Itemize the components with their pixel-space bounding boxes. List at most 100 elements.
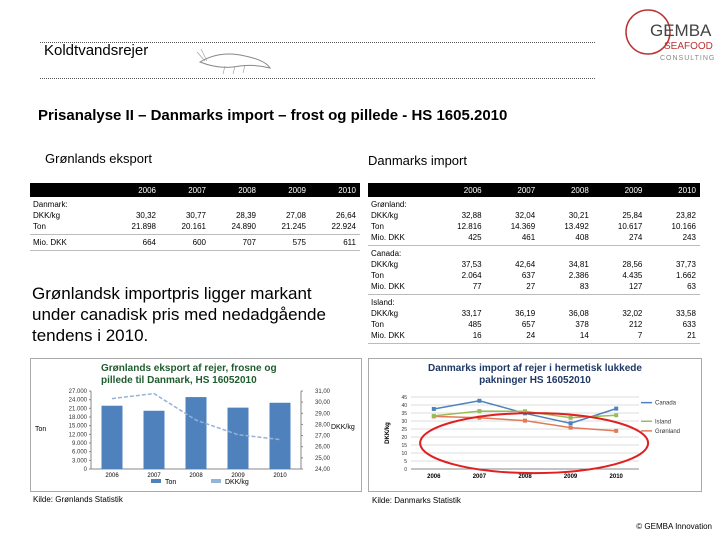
- cell-line: 36,08: [568, 309, 589, 318]
- table-row: Danmark: DKK/kg Ton 30,32 21.898 30,77 20.161 2…: [30, 197, 360, 235]
- column-header: 2010: [678, 185, 696, 195]
- cell-line: 25,84: [622, 211, 643, 220]
- table-cell: 34,81 2.386 83: [539, 248, 593, 292]
- cell-line: 10.617: [617, 222, 643, 231]
- cell-line: 27: [526, 282, 536, 291]
- y-tick-label: 40: [401, 403, 407, 409]
- column-header: 2009: [288, 185, 306, 195]
- chart-title: Danmarks import af rejer i hermetisk luk…: [428, 363, 642, 374]
- table-header: 2006 2007 2008 2009 2010: [368, 183, 700, 197]
- marker: [477, 415, 482, 420]
- column-header: 2008: [570, 185, 589, 195]
- cell-line: 36,19: [515, 309, 536, 318]
- y-tick-label: 5: [404, 459, 407, 465]
- header-title: Koldtvandsrejer: [44, 42, 149, 59]
- row-label-line: Mio. DKK: [371, 233, 405, 242]
- marker: [614, 428, 619, 433]
- table-cell: 42,64 637 27: [486, 248, 540, 292]
- cell-line: 461: [521, 233, 536, 242]
- cell-line: 26,64: [335, 211, 356, 220]
- x-tick-label: 2009: [564, 474, 578, 480]
- row-label-line: Mio. DKK: [33, 238, 67, 247]
- table-cell: 23,82 10.166 243: [646, 199, 700, 243]
- cell-line: 77: [472, 282, 482, 291]
- cell-line: 28,39: [235, 211, 256, 220]
- column-header: 2007: [188, 185, 206, 195]
- logo-text: SEAFOOD: [664, 41, 713, 52]
- table-cell: 575: [260, 237, 310, 248]
- cell-line: 33,58: [675, 309, 696, 318]
- y2-tick-label: 25,00: [315, 456, 331, 462]
- cell-line: 12.816: [457, 222, 482, 231]
- cell-line: 243: [682, 233, 696, 242]
- y-tick-label: 25: [401, 427, 407, 433]
- row-label: Danmark: DKK/kg Ton: [30, 199, 110, 232]
- marker: [614, 406, 619, 411]
- column-header: 2006: [138, 185, 156, 195]
- cell-line: 34,81: [568, 260, 589, 269]
- cell-line: 21.898: [131, 222, 156, 231]
- cell-line: 32,02: [622, 309, 643, 318]
- cell-line: 707: [242, 238, 256, 247]
- row-label-line: Danmark:: [33, 200, 68, 209]
- bar: [101, 405, 123, 469]
- cell-line: 21: [687, 331, 696, 340]
- cell-line: 24.890: [231, 222, 256, 231]
- highlight-ring: [419, 412, 650, 475]
- cell-line: 7: [637, 331, 643, 340]
- table-header: 2006 2007 2008 2009 2010: [30, 183, 360, 197]
- y-tick-label: 18.000: [69, 415, 88, 421]
- legend-label: Grønland: [655, 429, 680, 435]
- row-label-line: DKK/kg: [371, 211, 399, 220]
- table-cell: 36,19 657 24: [486, 297, 540, 341]
- y-tick-label: 24.000: [69, 398, 88, 404]
- table-cell: 664: [110, 237, 160, 248]
- x-tick-label: 2010: [610, 474, 624, 480]
- cell-line: 274: [629, 233, 643, 242]
- y-tick-label: 10: [401, 451, 407, 457]
- marker: [614, 413, 619, 418]
- row-label-line: Mio. DKK: [371, 331, 405, 340]
- row-label: Mio. DKK: [30, 237, 110, 248]
- y-tick-label: 9.000: [72, 441, 88, 447]
- y-axis-label: DKK/kg: [385, 422, 391, 444]
- legend-label: DKK/kg: [225, 479, 249, 486]
- table-cell: 30,32 21.898: [110, 199, 160, 232]
- legend-label: Ton: [165, 479, 176, 486]
- cell-line: 37,73: [675, 260, 696, 269]
- statement: Grønlandsk importpris ligger markant und…: [32, 284, 326, 345]
- x-tick-label: 2007: [473, 474, 487, 480]
- y-tick-label: 35: [401, 411, 407, 417]
- table-cell: 707: [210, 237, 260, 248]
- cell-line: 33,17: [461, 309, 482, 318]
- shrimp-icon: [196, 48, 272, 75]
- logo-ring: [625, 9, 671, 55]
- y-tick-label: 27.000: [69, 389, 88, 395]
- marker: [523, 409, 527, 414]
- column-header: 2006: [463, 185, 482, 195]
- cell-line: 485: [468, 320, 482, 329]
- cell-line: 2.386: [568, 271, 589, 280]
- cell-line: 14.369: [510, 222, 536, 231]
- row-label-line: Ton: [371, 222, 384, 231]
- row-label-line: Grønland:: [371, 200, 407, 209]
- x-tick-label: 2006: [105, 473, 119, 479]
- y-tick-label: 15.000: [69, 424, 88, 430]
- marker: [523, 418, 527, 423]
- cell-line: 425: [468, 233, 482, 242]
- row-label-line: Ton: [371, 271, 384, 280]
- table-row: Mio. DKK 664 600 707 575 611: [30, 235, 360, 251]
- table-cell: 37,73 1.662 63: [646, 248, 700, 292]
- bar: [143, 410, 165, 469]
- y-tick-label: 0: [84, 467, 88, 473]
- cell-line: 30,21: [568, 211, 589, 220]
- logo-text: GEMBA: [650, 21, 712, 40]
- legend-swatch: [211, 479, 221, 483]
- marker: [477, 398, 482, 403]
- cell-line: 664: [142, 238, 156, 247]
- cell-line: 63: [687, 282, 696, 291]
- y2-tick-label: 28,00: [315, 422, 331, 428]
- y-tick-label: 0: [404, 467, 407, 473]
- cell-line: 4.435: [622, 271, 643, 280]
